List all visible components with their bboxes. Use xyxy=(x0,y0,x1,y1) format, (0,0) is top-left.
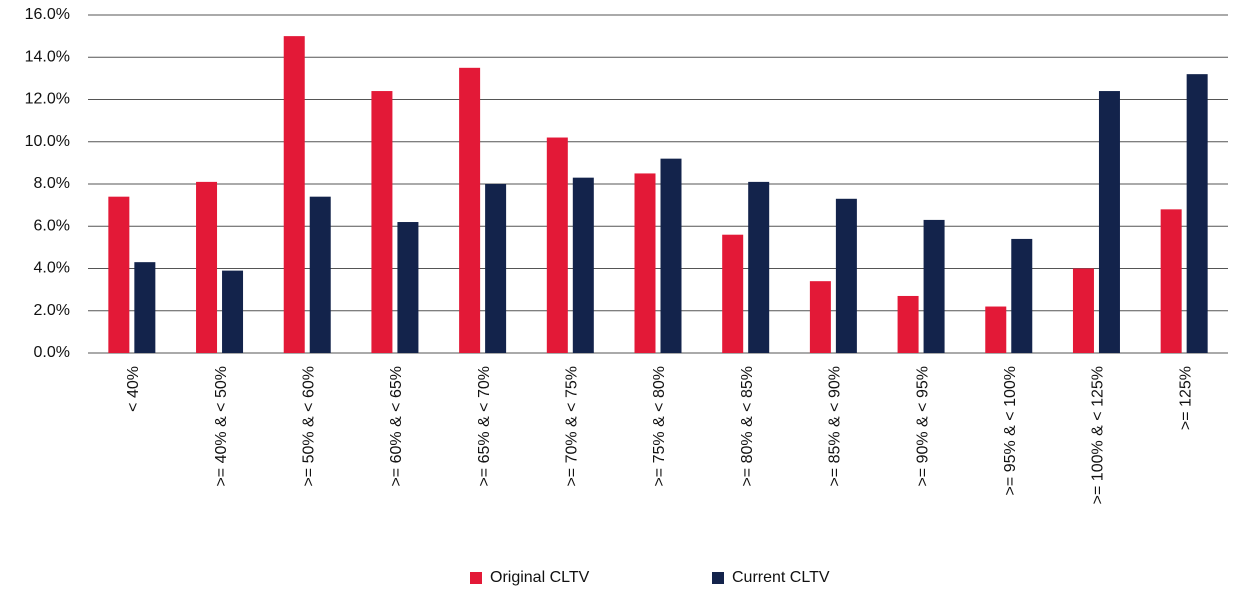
x-tick-label: >= 40% & < 50% xyxy=(213,366,230,487)
y-tick-label: 6.0% xyxy=(34,217,70,234)
bar xyxy=(108,196,130,353)
y-tick-label: 2.0% xyxy=(34,302,70,319)
x-tick-label: >= 90% & < 95% xyxy=(914,366,931,487)
bar xyxy=(371,91,393,354)
x-tick-label: >= 80% & < 85% xyxy=(739,366,756,487)
y-tick-label: 10.0% xyxy=(25,133,70,150)
bar xyxy=(985,306,1007,353)
x-tick-label: >= 125% xyxy=(1177,366,1194,430)
bar xyxy=(897,295,919,353)
x-tick-label: >= 100% & < 125% xyxy=(1090,366,1107,504)
y-tick-label: 14.0% xyxy=(25,48,70,65)
legend-label: Original CLTV xyxy=(490,569,590,586)
x-tick-label: >= 65% & < 70% xyxy=(476,366,493,487)
x-tick-label: >= 70% & < 75% xyxy=(564,366,581,487)
bar xyxy=(196,181,218,353)
bar xyxy=(572,177,594,353)
x-tick-label: >= 75% & < 80% xyxy=(651,366,668,487)
bar xyxy=(485,184,507,353)
bar xyxy=(222,270,244,353)
bar xyxy=(1011,238,1033,353)
bar xyxy=(809,281,831,353)
bar xyxy=(1098,91,1120,354)
bar xyxy=(634,173,656,353)
bar xyxy=(835,198,857,353)
y-tick-label: 12.0% xyxy=(25,91,70,108)
bar xyxy=(1160,209,1182,353)
bar xyxy=(397,222,419,353)
bar xyxy=(309,196,331,353)
legend-swatch xyxy=(712,572,724,584)
bar xyxy=(923,219,945,353)
bar xyxy=(1186,74,1208,354)
y-tick-label: 8.0% xyxy=(34,175,70,192)
bar xyxy=(748,181,770,353)
y-tick-label: 0.0% xyxy=(34,344,70,361)
y-tick-label: 4.0% xyxy=(34,260,70,277)
x-tick-label: >= 60% & < 65% xyxy=(388,366,405,487)
x-tick-label: < 40% xyxy=(125,366,142,412)
y-tick-label: 16.0% xyxy=(25,6,70,23)
x-tick-label: >= 95% & < 100% xyxy=(1002,366,1019,495)
x-tick-label: >= 85% & < 90% xyxy=(827,366,844,487)
bar xyxy=(660,158,682,353)
bar xyxy=(546,137,568,353)
legend-swatch xyxy=(470,572,482,584)
bar xyxy=(1072,268,1094,353)
bar xyxy=(134,262,156,353)
bar xyxy=(722,234,744,353)
x-tick-label: >= 50% & < 60% xyxy=(300,366,317,487)
bar xyxy=(459,67,481,353)
bar xyxy=(283,36,305,353)
legend-label: Current CLTV xyxy=(732,569,830,586)
